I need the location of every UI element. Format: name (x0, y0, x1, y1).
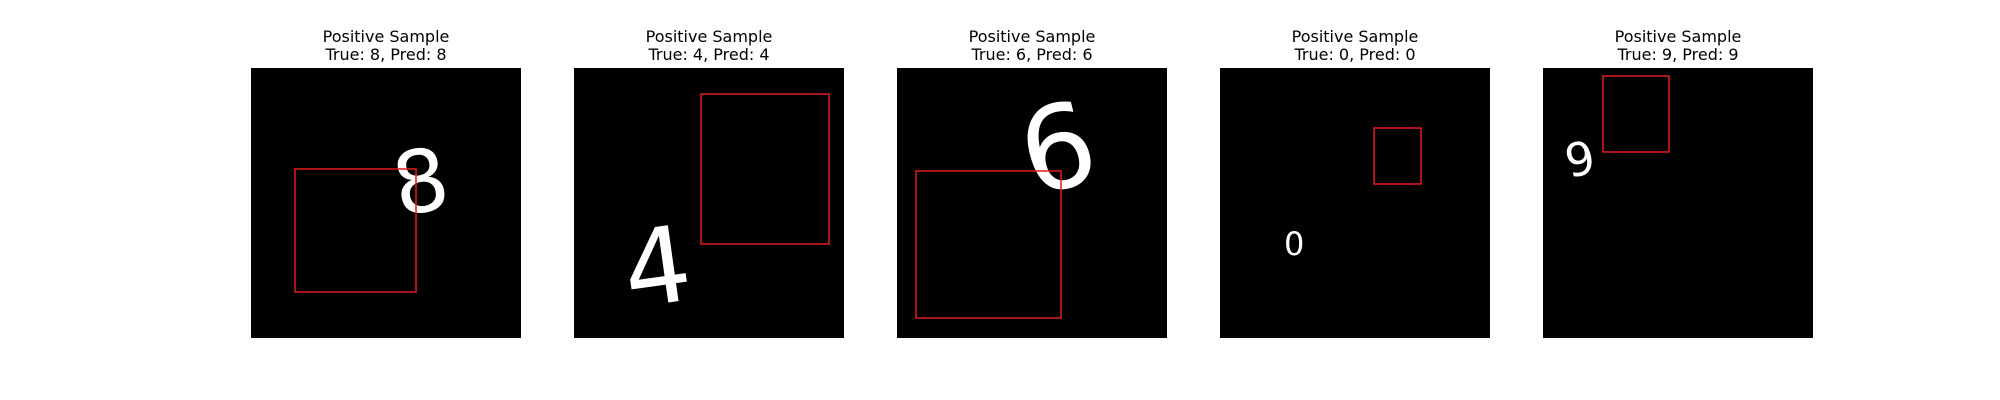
handwritten-digit: 9 (1560, 130, 1600, 189)
panel-subtitle-line: True: 8, Pred: 8 (325, 45, 447, 64)
sample-panel-1: Positive Sample True: 8, Pred: 8 8 (251, 0, 521, 340)
panel-title: Positive Sample True: 4, Pred: 4 (534, 28, 884, 64)
digit-image: 6 (897, 68, 1167, 338)
bounding-box (700, 93, 830, 245)
panel-title-line: Positive Sample (1614, 27, 1742, 46)
panel-title-line: Positive Sample (322, 27, 450, 46)
panel-title-line: Positive Sample (968, 27, 1096, 46)
bounding-box (1602, 75, 1670, 153)
handwritten-digit: 0 (1284, 225, 1304, 263)
panel-title: Positive Sample True: 0, Pred: 0 (1180, 28, 1530, 64)
panel-title: Positive Sample True: 9, Pred: 9 (1503, 28, 1853, 64)
panel-title-line: Positive Sample (1291, 27, 1419, 46)
panel-subtitle-line: True: 9, Pred: 9 (1617, 45, 1739, 64)
handwritten-digit: 8 (385, 129, 456, 237)
panel-title-line: Positive Sample (645, 27, 773, 46)
sample-panel-2: Positive Sample True: 4, Pred: 4 4 (574, 0, 844, 340)
sample-panel-3: Positive Sample True: 6, Pred: 6 6 (897, 0, 1167, 340)
handwritten-digit: 4 (616, 203, 699, 333)
panel-title: Positive Sample True: 8, Pred: 8 (211, 28, 561, 64)
digit-image: 9 (1543, 68, 1813, 338)
digit-image: 8 (251, 68, 521, 338)
panel-title: Positive Sample True: 6, Pred: 6 (857, 28, 1207, 64)
digit-image: 0 (1220, 68, 1490, 338)
handwritten-digit: 6 (1006, 75, 1109, 223)
digit-image: 4 (574, 68, 844, 338)
panel-subtitle-line: True: 0, Pred: 0 (1294, 45, 1416, 64)
sample-panel-5: Positive Sample True: 9, Pred: 9 9 (1543, 0, 1813, 340)
sample-panel-4: Positive Sample True: 0, Pred: 0 0 (1220, 0, 1490, 340)
bounding-box (1373, 127, 1422, 185)
bounding-box (915, 170, 1062, 319)
bounding-box (294, 168, 417, 293)
panel-subtitle-line: True: 4, Pred: 4 (648, 45, 770, 64)
panel-subtitle-line: True: 6, Pred: 6 (971, 45, 1093, 64)
